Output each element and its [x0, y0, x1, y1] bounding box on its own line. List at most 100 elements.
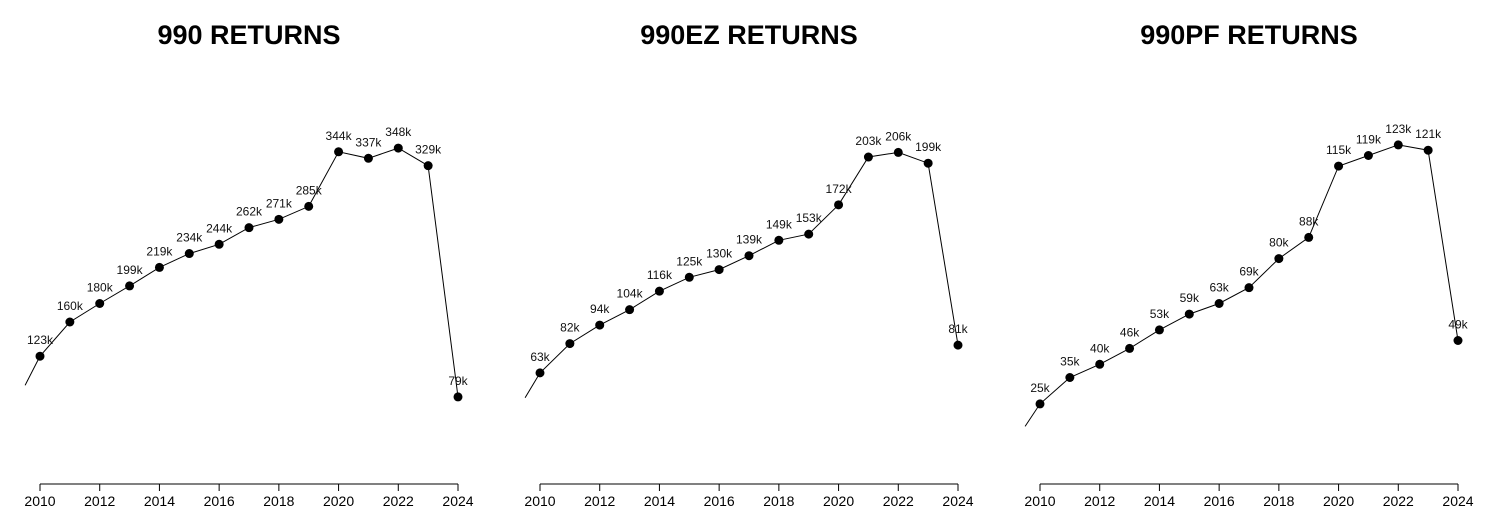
x-tick-label: 2024 [942, 493, 973, 509]
x-tick-label: 2014 [1144, 493, 1175, 509]
data-label: 94k [590, 302, 610, 316]
x-tick-label: 2024 [1442, 493, 1473, 509]
data-label: 88k [1299, 214, 1319, 228]
data-label: 271k [266, 196, 293, 210]
data-label: 149k [766, 217, 793, 231]
data-label: 80k [1269, 236, 1289, 250]
data-point [535, 368, 545, 378]
series-line [524, 151, 959, 399]
x-tick-label: 2012 [584, 493, 615, 509]
data-label: 206k [885, 129, 912, 143]
x-tick-label: 2016 [1204, 493, 1235, 509]
x-tick-label: 2020 [823, 493, 854, 509]
data-point [774, 235, 784, 245]
data-point [565, 339, 575, 349]
data-label: 348k [385, 125, 412, 139]
data-label: 337k [355, 135, 382, 149]
x-tick-label: 2020 [1323, 493, 1354, 509]
data-point [1125, 343, 1135, 353]
x-tick-label: 2020 [323, 493, 354, 509]
data-point [893, 147, 903, 157]
data-label: 63k [530, 350, 550, 364]
data-point [1304, 232, 1314, 242]
data-point [334, 147, 344, 157]
data-label: 40k [1090, 341, 1110, 355]
chart-svg-990ez: 990EZ RETURNS 63k82k94k104k116k125k130k1… [524, 20, 973, 509]
data-label: 199k [915, 140, 942, 154]
data-label: 104k [617, 287, 644, 301]
data-point [154, 262, 164, 272]
series-line [24, 147, 459, 397]
data-point [714, 265, 724, 275]
data-label: 180k [87, 281, 114, 295]
data-label: 49k [1448, 318, 1468, 332]
chart-panel-990ez: 990EZ RETURNS 63k 82k 94k 104k 116k 125k 130k 1… [500, 0, 1000, 522]
data-point [393, 143, 403, 153]
data-point [95, 299, 105, 308]
chart-panel-990: 990 RETURNS 123k 160k 180k 199k 219k 234k 244k… [0, 0, 500, 522]
data-label: 199k [117, 263, 144, 277]
data-label: 172k [826, 182, 853, 196]
data-label: 121k [1415, 127, 1442, 141]
data-label: 139k [736, 233, 763, 247]
data-point [923, 158, 933, 168]
data-label: 53k [1150, 307, 1170, 321]
chart-title: 990EZ RETURNS [640, 20, 858, 50]
data-point [863, 152, 873, 162]
data-label: 25k [1030, 381, 1050, 395]
data-label: 234k [176, 231, 203, 245]
data-label: 115k [1326, 143, 1352, 157]
data-point [1184, 309, 1194, 319]
data-point [1035, 399, 1045, 409]
x-tick-label: 2022 [1383, 493, 1414, 509]
x-tick-label: 2012 [1084, 493, 1115, 509]
x-tick-label: 2024 [442, 493, 473, 509]
data-point [744, 251, 754, 261]
data-label: 119k [1356, 133, 1382, 147]
data-label: 69k [1239, 265, 1259, 279]
data-point [1334, 161, 1344, 171]
chart-title: 990PF RETURNS [1140, 20, 1358, 50]
chart-panel-990pf: 990PF RETURNS 25k 35k 40k 46k 53k 59k 63k 69k 80… [1000, 0, 1500, 522]
data-point [595, 320, 605, 330]
data-point [684, 272, 694, 282]
data-point [184, 249, 194, 259]
x-tick-label: 2012 [84, 493, 115, 509]
data-point [953, 340, 963, 350]
data-label: 160k [57, 299, 84, 313]
data-point [804, 229, 814, 239]
x-tick-label: 2010 [524, 493, 555, 509]
x-tick-label: 2016 [204, 493, 235, 509]
chart-svg-990pf: 990PF RETURNS 25k 35k 40k 46k 53k 59k 63k 69k 80… [1024, 20, 1473, 509]
data-label: 81k [948, 322, 968, 336]
data-label: 244k [206, 221, 233, 235]
data-label: 59k [1180, 291, 1200, 305]
data-label: 123k [27, 333, 54, 347]
x-tick-label: 2014 [144, 493, 175, 509]
data-point [1244, 283, 1254, 293]
x-tick-label: 2018 [1263, 493, 1294, 509]
data-point [625, 305, 635, 315]
data-point [214, 239, 224, 249]
x-tick-label: 2022 [383, 493, 414, 509]
data-label: 116k [647, 268, 673, 282]
x-tick-label: 2010 [24, 493, 55, 509]
data-point [1363, 151, 1373, 160]
x-tick-label: 2018 [763, 493, 794, 509]
data-point [1274, 254, 1284, 264]
data-point [1065, 373, 1075, 382]
data-point [1095, 359, 1105, 369]
data-point [654, 286, 664, 296]
data-point [304, 201, 314, 211]
data-label: 203k [855, 134, 882, 148]
data-point [1214, 299, 1224, 308]
data-point [423, 161, 433, 171]
data-label: 79k [448, 374, 468, 388]
data-label: 219k [146, 244, 173, 258]
data-point [35, 351, 45, 361]
data-point [1393, 140, 1403, 150]
data-point [274, 214, 284, 224]
data-label: 344k [326, 129, 353, 143]
series-line [1024, 144, 1459, 427]
data-label: 153k [796, 211, 823, 225]
